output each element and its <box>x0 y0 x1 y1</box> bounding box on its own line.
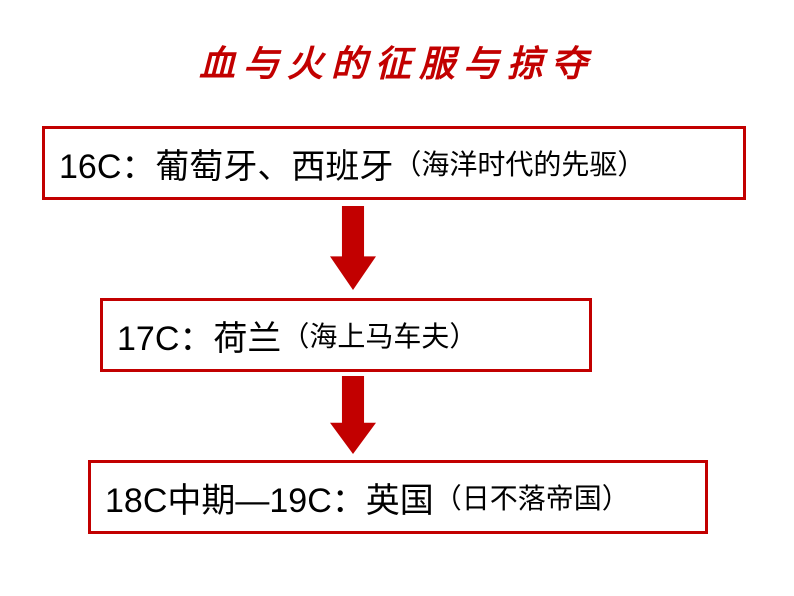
box-sub-text: （海上马车夫） <box>281 315 477 355</box>
box-main-text: 16C：葡萄牙、西班牙 <box>59 139 393 188</box>
box-sub-text: （海洋时代的先驱） <box>393 143 645 183</box>
box-sub-text: （日不落帝国） <box>434 477 630 517</box>
box-main-text: 18C中期—19C：英国 <box>105 473 434 522</box>
flow-box-0: 16C：葡萄牙、西班牙（海洋时代的先驱） <box>42 126 746 200</box>
down-arrow-0 <box>330 206 376 290</box>
box-main-text: 17C：荷兰 <box>117 311 281 360</box>
flow-box-1: 17C：荷兰（海上马车夫） <box>100 298 592 372</box>
page-title: 血与火的征服与掠夺 <box>0 35 794 87</box>
flow-box-2: 18C中期—19C：英国（日不落帝国） <box>88 460 708 534</box>
down-arrow-1 <box>330 376 376 454</box>
